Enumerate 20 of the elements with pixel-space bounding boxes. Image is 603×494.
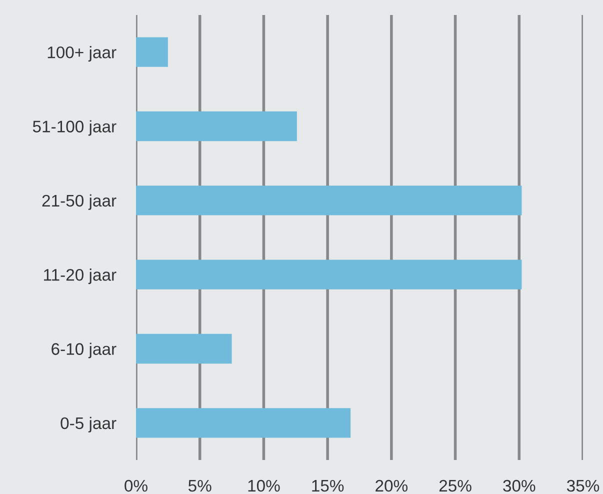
bar <box>136 37 168 67</box>
y-tick-label: 51-100 jaar <box>32 120 116 136</box>
bar <box>136 260 522 290</box>
y-tick-label: 11-20 jaar <box>44 268 116 284</box>
bar <box>136 186 522 216</box>
x-tick-label: 35% <box>566 480 600 492</box>
bar <box>136 408 351 438</box>
x-tick-label: 20% <box>376 480 408 492</box>
x-tick-label: 0% <box>124 480 148 492</box>
x-tick-label: 10% <box>248 480 280 492</box>
bar <box>136 334 232 364</box>
x-tick-label: 15% <box>312 480 344 492</box>
x-tick-label: 5% <box>188 480 212 492</box>
y-tick-label: 100+ jaar <box>48 46 116 62</box>
y-tick-label: 0-5 jaar <box>60 416 116 432</box>
y-tick-label: 21-50 jaar <box>42 194 116 210</box>
x-tick-label: 25% <box>439 480 472 492</box>
bar <box>136 111 297 142</box>
y-tick-label: 6-10 jaar <box>52 342 116 358</box>
x-tick-label: 30% <box>503 480 536 492</box>
